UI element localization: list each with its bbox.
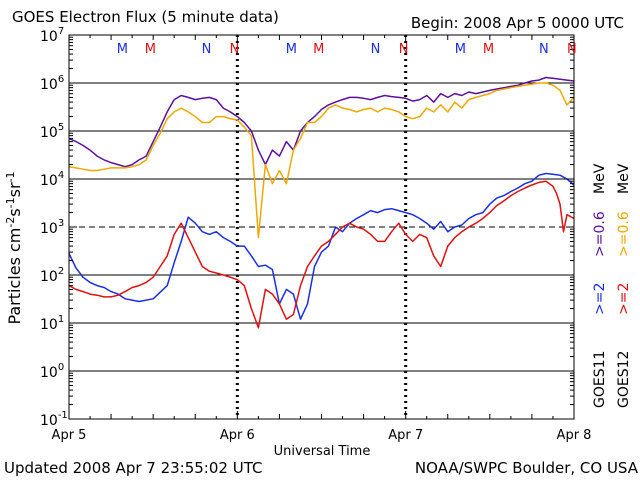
series-line bbox=[68, 76, 575, 168]
y-tick-label: 104 bbox=[40, 170, 64, 189]
y-tick-label: 107 bbox=[40, 26, 64, 45]
orbit-marker: M bbox=[313, 42, 324, 57]
orbit-marker: M bbox=[455, 42, 466, 57]
y-tick-label: 10-1 bbox=[40, 410, 68, 429]
orbit-marker: N bbox=[399, 42, 409, 57]
y-tick-label: 106 bbox=[40, 74, 64, 93]
series-line bbox=[68, 82, 575, 239]
orbit-marker: M bbox=[286, 42, 297, 57]
y-tick-label: 103 bbox=[40, 218, 64, 237]
series-line bbox=[68, 172, 575, 320]
legend-satellite: GOES12 bbox=[616, 351, 632, 408]
series-layer bbox=[68, 76, 575, 329]
legend-satellite: GOES11 bbox=[592, 351, 608, 408]
x-tick-label: Apr 8 bbox=[557, 428, 592, 443]
y-axis-label: Particles cm-2s-1sr-1 bbox=[4, 171, 24, 324]
tick-layer bbox=[68, 34, 575, 420]
orbit-marker: N bbox=[371, 42, 381, 57]
orbit-marker: N bbox=[230, 42, 240, 57]
x-tick-label: Apr 7 bbox=[388, 428, 423, 443]
y-tick-label: 105 bbox=[40, 122, 64, 141]
legend-energy: >=2 bbox=[616, 283, 632, 315]
series-line bbox=[68, 180, 575, 329]
grid-layer bbox=[69, 35, 574, 419]
x-tick-label: Apr 6 bbox=[220, 428, 255, 443]
begin-time: Begin: 2008 Apr 5 0000 UTC bbox=[410, 14, 624, 32]
x-tick-label: Apr 5 bbox=[52, 428, 87, 443]
orbit-marker: M bbox=[145, 42, 156, 57]
orbit-marker: M bbox=[483, 42, 494, 57]
source-credit: NOAA/SWPC Boulder, CO USA bbox=[414, 459, 638, 477]
orbit-marker: N bbox=[202, 42, 212, 57]
orbit-marker: N bbox=[539, 42, 549, 57]
x-axis-label: Universal Time bbox=[274, 444, 371, 459]
y-tick-label: 102 bbox=[40, 266, 64, 285]
legend-energy: >=2 bbox=[592, 283, 608, 315]
y-tick-label: 100 bbox=[40, 362, 64, 381]
legend-energy: >=0.6 bbox=[592, 211, 608, 257]
legend-unit: MeV bbox=[592, 163, 608, 194]
updated-timestamp: Updated 2008 Apr 7 23:55:02 UTC bbox=[4, 459, 263, 477]
label-layer: 10-1 100 101 102 103 104 105 106 107 Apr 5 Apr 6 Ap… bbox=[4, 26, 591, 459]
legend-layer: GOES11 >=2 >=0.6 MeV GOES12 >=2 >=0.6 MeV bbox=[592, 163, 632, 408]
orbit-marker: N bbox=[567, 42, 577, 57]
legend-unit: MeV bbox=[616, 163, 632, 194]
legend-energy: >=0.6 bbox=[616, 211, 632, 257]
chart-title: GOES Electron Flux (5 minute data) bbox=[12, 8, 279, 26]
y-tick-label: 101 bbox=[40, 314, 64, 333]
orbit-marker: M bbox=[117, 42, 128, 57]
